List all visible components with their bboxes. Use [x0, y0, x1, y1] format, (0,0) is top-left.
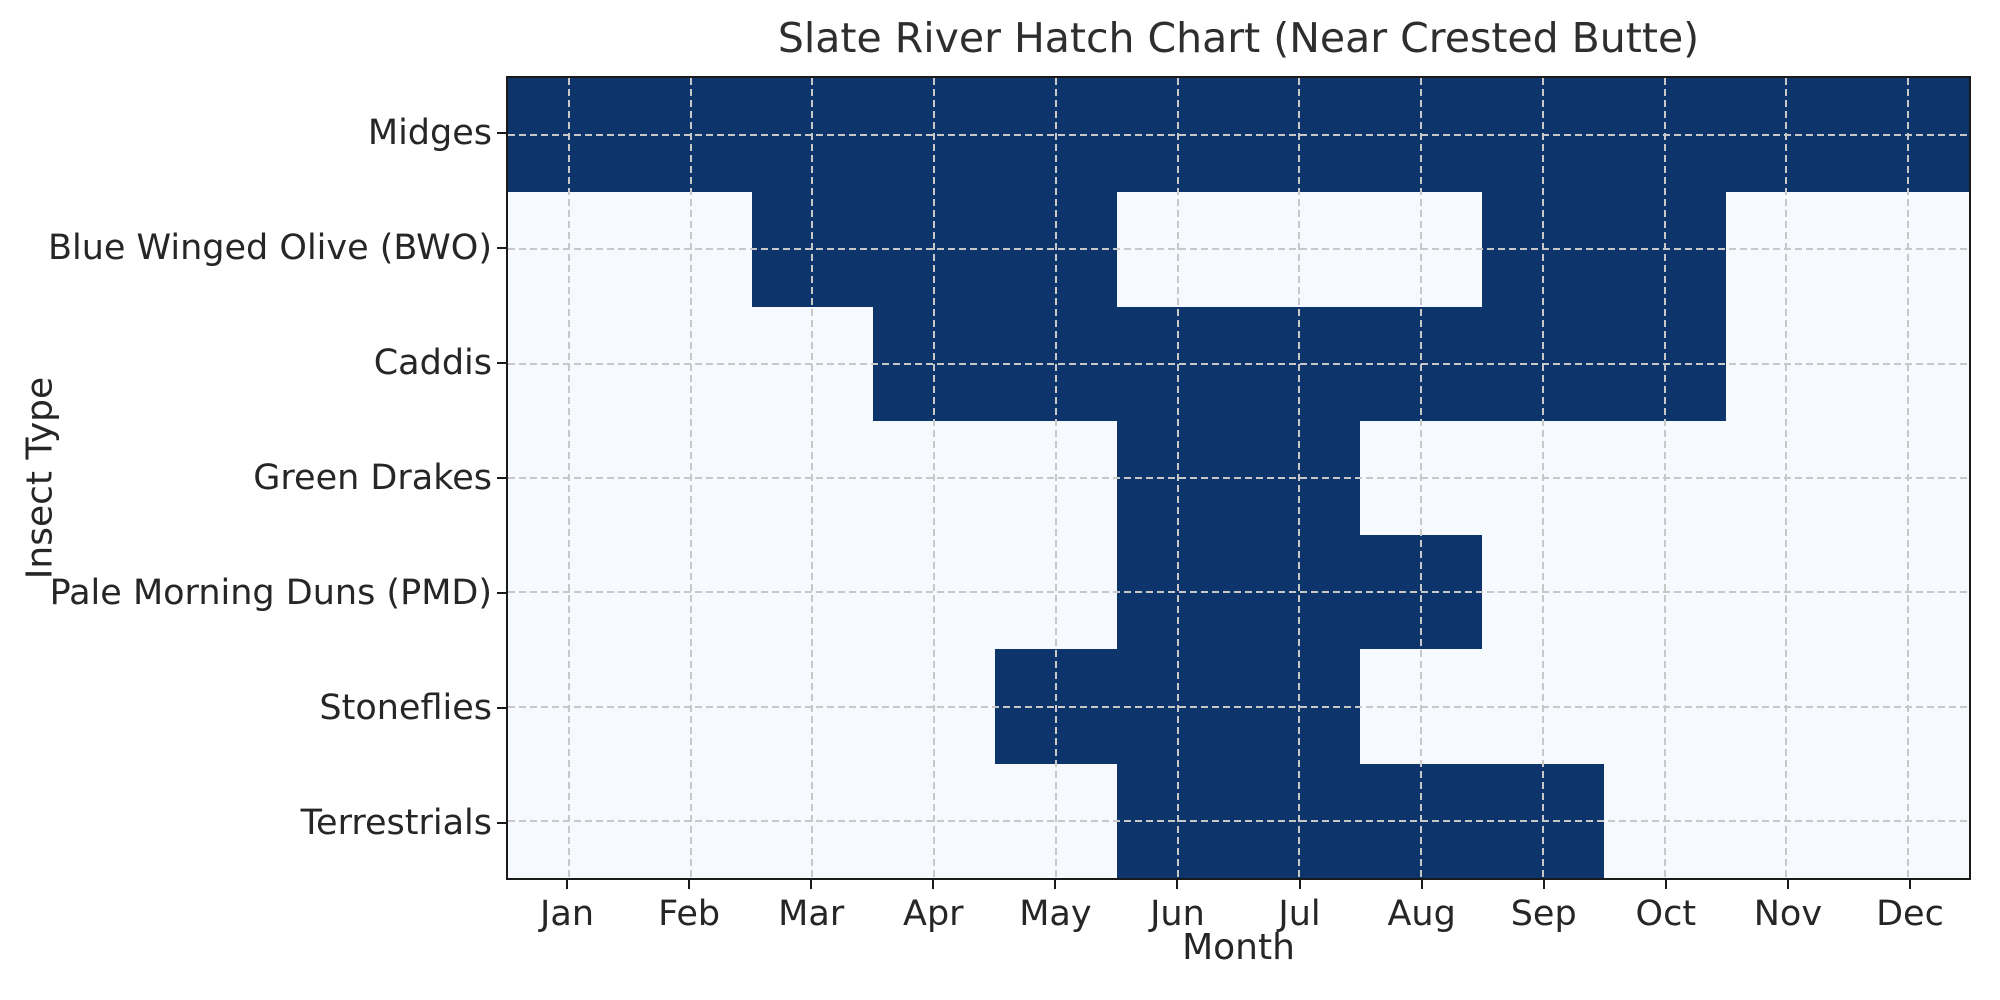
x-tick-mark [1298, 880, 1301, 889]
x-tick-mark [1176, 880, 1179, 889]
y-tick-mark [497, 247, 506, 250]
y-tick-mark [497, 821, 506, 824]
horizontal-gridline [508, 248, 1969, 251]
x-tick-label: Mar [778, 894, 845, 934]
y-tick-label: Terrestrials [300, 802, 492, 843]
plot-area [506, 76, 1971, 880]
x-tick-mark [566, 880, 569, 889]
y-tick-mark [497, 706, 506, 709]
chart-title: Slate River Hatch Chart (Near Crested Bu… [777, 14, 1700, 62]
y-tick-label: Green Drakes [253, 458, 492, 498]
horizontal-gridline [508, 819, 1969, 822]
x-tick-label: Oct [1635, 894, 1697, 934]
y-tick-label: Caddis [373, 343, 492, 384]
y-tick-label: Pale Morning Duns (PMD) [49, 572, 492, 613]
horizontal-gridline [508, 477, 1969, 479]
x-tick-label: Jul [1278, 894, 1321, 934]
x-axis-label: Month [1182, 927, 1295, 968]
x-tick-mark [1054, 880, 1057, 889]
y-tick-label: Stoneflies [319, 687, 492, 728]
x-tick-mark [810, 880, 813, 889]
x-tick-mark [1420, 880, 1423, 889]
x-tick-label: Feb [658, 894, 721, 934]
x-tick-mark [1786, 880, 1789, 889]
x-tick-label: Apr [903, 894, 964, 934]
x-tick-mark [932, 880, 935, 889]
y-tick-mark [497, 477, 506, 479]
horizontal-gridline [508, 705, 1969, 708]
y-tick-label: Blue Winged Olive (BWO) [47, 228, 492, 269]
x-tick-mark [1542, 880, 1545, 889]
y-axis-label: Insect Type [19, 376, 61, 580]
y-tick-mark [497, 132, 506, 135]
x-tick-mark [1664, 880, 1667, 889]
horizontal-gridline [508, 362, 1969, 365]
x-tick-label: Sep [1510, 894, 1577, 934]
x-tick-label: Jun [1150, 894, 1205, 934]
x-tick-label: Jan [540, 894, 595, 934]
horizontal-gridline [508, 591, 1969, 594]
x-tick-label: Aug [1387, 894, 1456, 934]
x-tick-mark [688, 880, 691, 889]
horizontal-gridline [508, 134, 1969, 137]
x-tick-label: May [1019, 894, 1092, 934]
y-tick-mark [497, 591, 506, 594]
y-tick-label: Midges [367, 113, 492, 154]
x-tick-mark [1908, 880, 1911, 889]
y-tick-mark [497, 362, 506, 365]
x-tick-label: Dec [1876, 894, 1944, 934]
x-tick-label: Nov [1753, 894, 1823, 934]
